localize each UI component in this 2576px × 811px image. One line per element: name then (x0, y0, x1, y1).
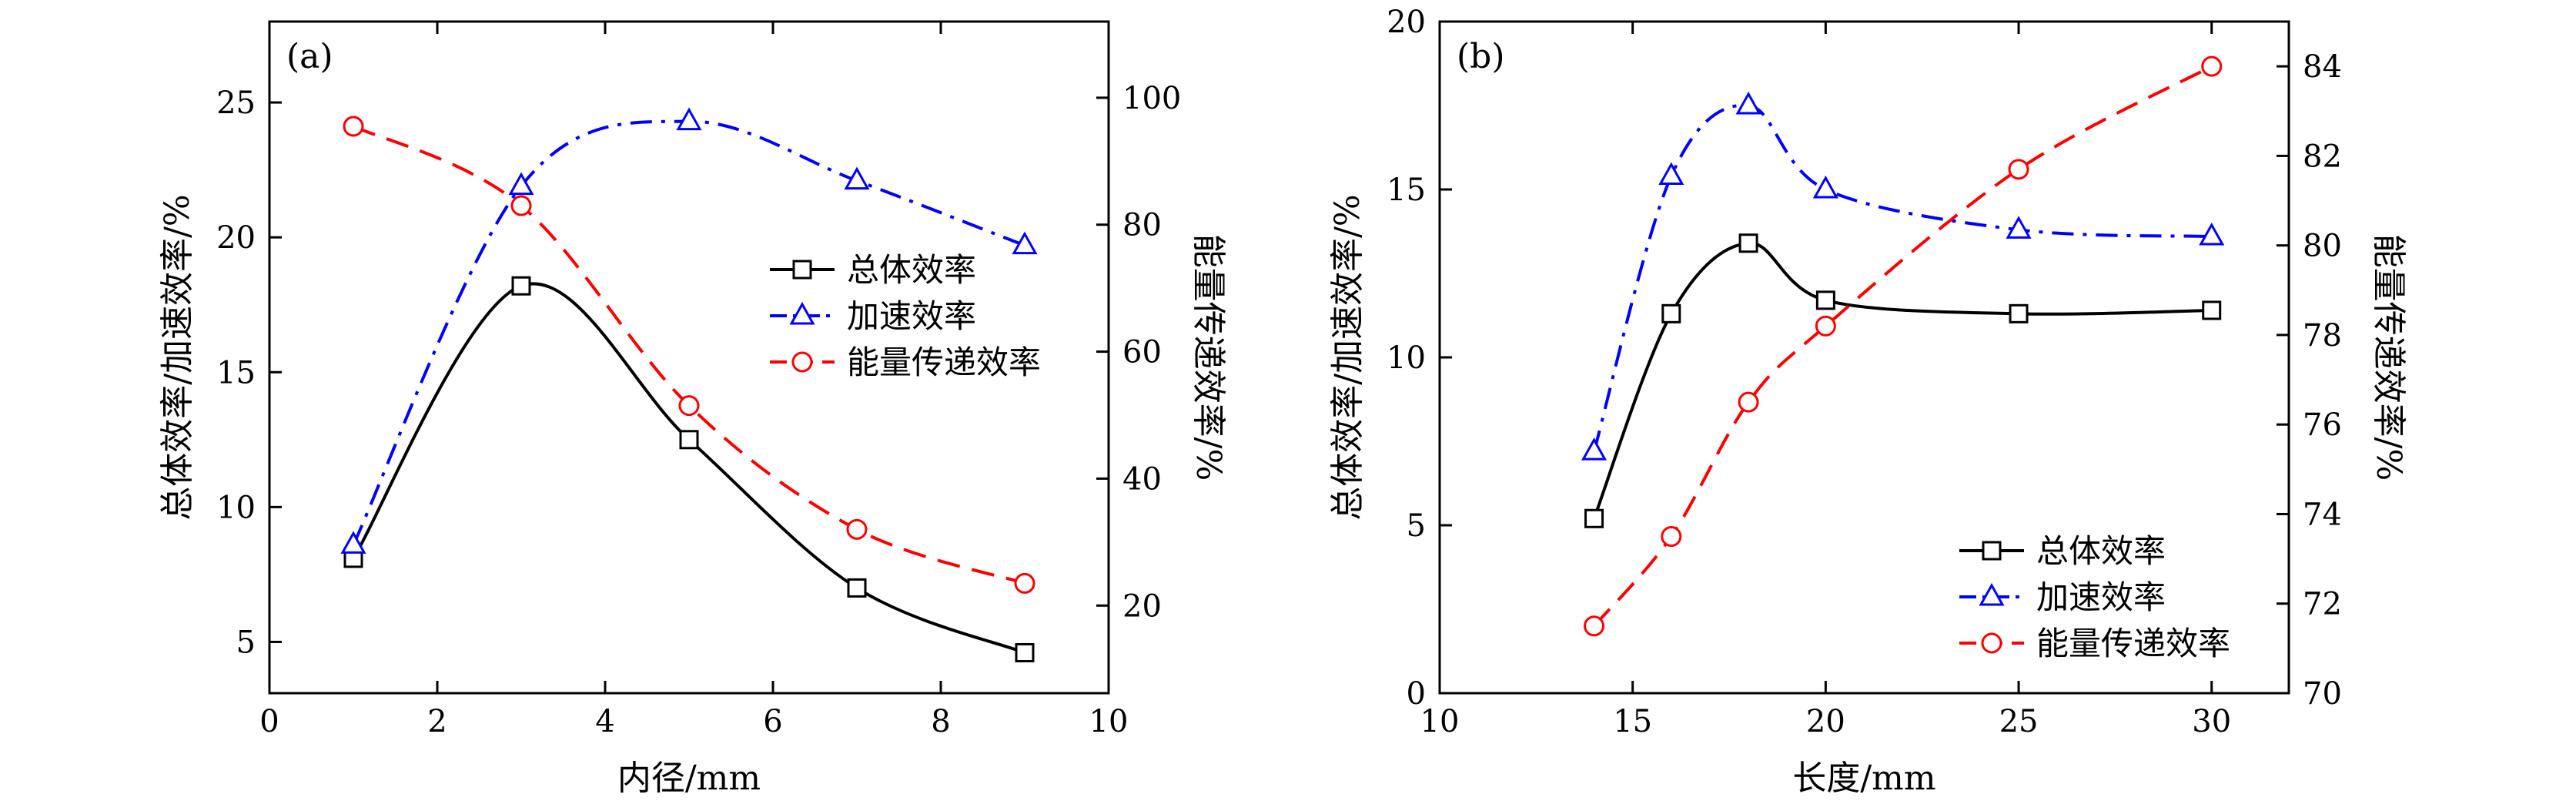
chart-panel-a: 0 2 4 6 8 10 5 10 15 20 25 20 40 60 80 100 内径/mm 总体效率/加速效… (158, 20, 1228, 798)
data-point-series-1 (1012, 231, 1038, 255)
y-left-tick-label: 20 (1387, 5, 1426, 40)
legend-label-2: 能量传递效率 (2036, 625, 2230, 662)
y-right-tick-label: 60 (1122, 335, 1162, 370)
y-left-tick-label: 10 (216, 490, 256, 525)
panel-label: (b) (1457, 37, 1505, 76)
data-point-series-2 (2201, 55, 2223, 77)
legend-marker-2 (1981, 632, 2002, 654)
data-point-series-1 (340, 531, 366, 554)
plot-frame (268, 20, 1110, 695)
x-tick-label: 4 (595, 704, 614, 739)
legend-marker-1 (1979, 582, 2005, 606)
x-tick-label: 6 (763, 704, 782, 739)
data-point-series-0 (2009, 303, 2029, 323)
data-point-series-2 (1014, 572, 1035, 594)
y-left-tick-label: 25 (216, 85, 256, 121)
data-point-series-1 (1735, 91, 1761, 115)
data-point-series-2 (846, 518, 868, 540)
x-tick-label: 20 (1806, 704, 1845, 739)
y-left-tick-label: 15 (216, 355, 256, 390)
legend-label-2: 能量传递效率 (847, 344, 1041, 381)
y-right-tick-label: 20 (1122, 588, 1162, 624)
legend-marker-1 (789, 301, 815, 325)
x-tick-label: 30 (2192, 704, 2231, 739)
data-point-series-2 (1661, 526, 1682, 548)
x-tick-label: 0 (259, 704, 279, 739)
x-tick-label: 10 (1089, 704, 1129, 739)
data-point-series-2 (510, 195, 532, 216)
data-point-series-2 (1738, 391, 1759, 413)
y-left-tick-label: 10 (1387, 340, 1426, 376)
y-right-tick-label: 70 (2303, 676, 2342, 712)
x-axis-label: 长度/mm (1792, 759, 1935, 798)
data-point-series-0 (1584, 508, 1604, 528)
y-left-tick-label: 5 (1407, 508, 1426, 544)
data-point-series-0 (1015, 642, 1035, 662)
y-left-axis-label: 总体效率/加速效率/% (158, 194, 197, 520)
data-point-series-1 (2006, 216, 2032, 239)
x-tick-label: 2 (427, 704, 447, 739)
legend-label-0: 总体效率 (2036, 532, 2166, 570)
chart-panel-b: 10 15 20 25 30 0 5 10 15 20 70 72 74 76 78 80 82 84 长度/mm 总… (1328, 5, 2408, 798)
series-line-1 (1592, 103, 2212, 452)
data-point-series-2 (343, 116, 364, 137)
y-left-tick-label: 0 (1407, 676, 1426, 712)
series-line-0 (1592, 241, 2212, 519)
y-right-tick-label: 84 (2303, 49, 2342, 85)
data-point-series-0 (1661, 303, 1681, 323)
legend-marker-2 (791, 351, 813, 373)
y-left-axis-label: 总体效率/加速效率/% (1328, 194, 1367, 520)
data-point-series-1 (844, 166, 870, 190)
data-point-series-1 (1581, 437, 1607, 461)
data-point-series-1 (1812, 175, 1838, 199)
series-line-1 (352, 119, 1025, 546)
y-right-axis-label: 能量传递效率/% (1189, 234, 1228, 481)
data-point-series-2 (678, 395, 700, 417)
y-right-tick-label: 82 (2303, 139, 2342, 174)
data-point-series-2 (1815, 315, 1836, 337)
x-tick-label: 15 (1613, 704, 1652, 739)
legend-label-1: 加速效率 (847, 297, 976, 335)
y-left-tick-label: 15 (1387, 173, 1426, 208)
x-tick-label: 8 (931, 704, 950, 739)
data-point-series-1 (676, 107, 702, 131)
y-right-tick-label: 40 (1122, 461, 1162, 497)
legend-marker-0 (1982, 541, 2002, 561)
data-point-series-1 (1658, 162, 1684, 186)
data-point-series-2 (2008, 159, 2029, 180)
y-right-tick-label: 78 (2303, 318, 2342, 354)
x-tick-label: 10 (1420, 704, 1460, 739)
data-point-series-0 (511, 276, 531, 296)
legend-marker-0 (792, 260, 812, 280)
data-point-series-0 (2202, 300, 2222, 320)
y-left-tick-label: 20 (216, 220, 256, 256)
y-right-tick-label: 100 (1122, 81, 1181, 116)
y-right-tick-label: 80 (2303, 229, 2342, 264)
x-axis-label: 内径/mm (617, 759, 761, 798)
data-point-series-1 (508, 172, 534, 196)
legend-label-0: 总体效率 (847, 251, 976, 289)
data-point-series-2 (1584, 615, 1605, 637)
panel-label: (a) (286, 37, 333, 76)
data-point-series-0 (679, 430, 699, 450)
data-point-series-0 (847, 578, 867, 598)
series-line-0 (352, 282, 1025, 655)
y-right-tick-label: 76 (2303, 407, 2342, 443)
y-right-axis-label: 能量传递效率/% (2369, 234, 2408, 481)
y-right-tick-label: 74 (2303, 497, 2342, 532)
x-tick-label: 25 (1999, 704, 2039, 739)
data-point-series-0 (1815, 290, 1835, 310)
legend-label-1: 加速效率 (2036, 578, 2166, 616)
data-point-series-0 (1738, 233, 1758, 253)
y-right-tick-label: 80 (1122, 208, 1162, 243)
data-point-series-1 (2199, 222, 2225, 246)
y-right-tick-label: 72 (2303, 587, 2342, 622)
y-left-tick-label: 5 (236, 625, 256, 660)
